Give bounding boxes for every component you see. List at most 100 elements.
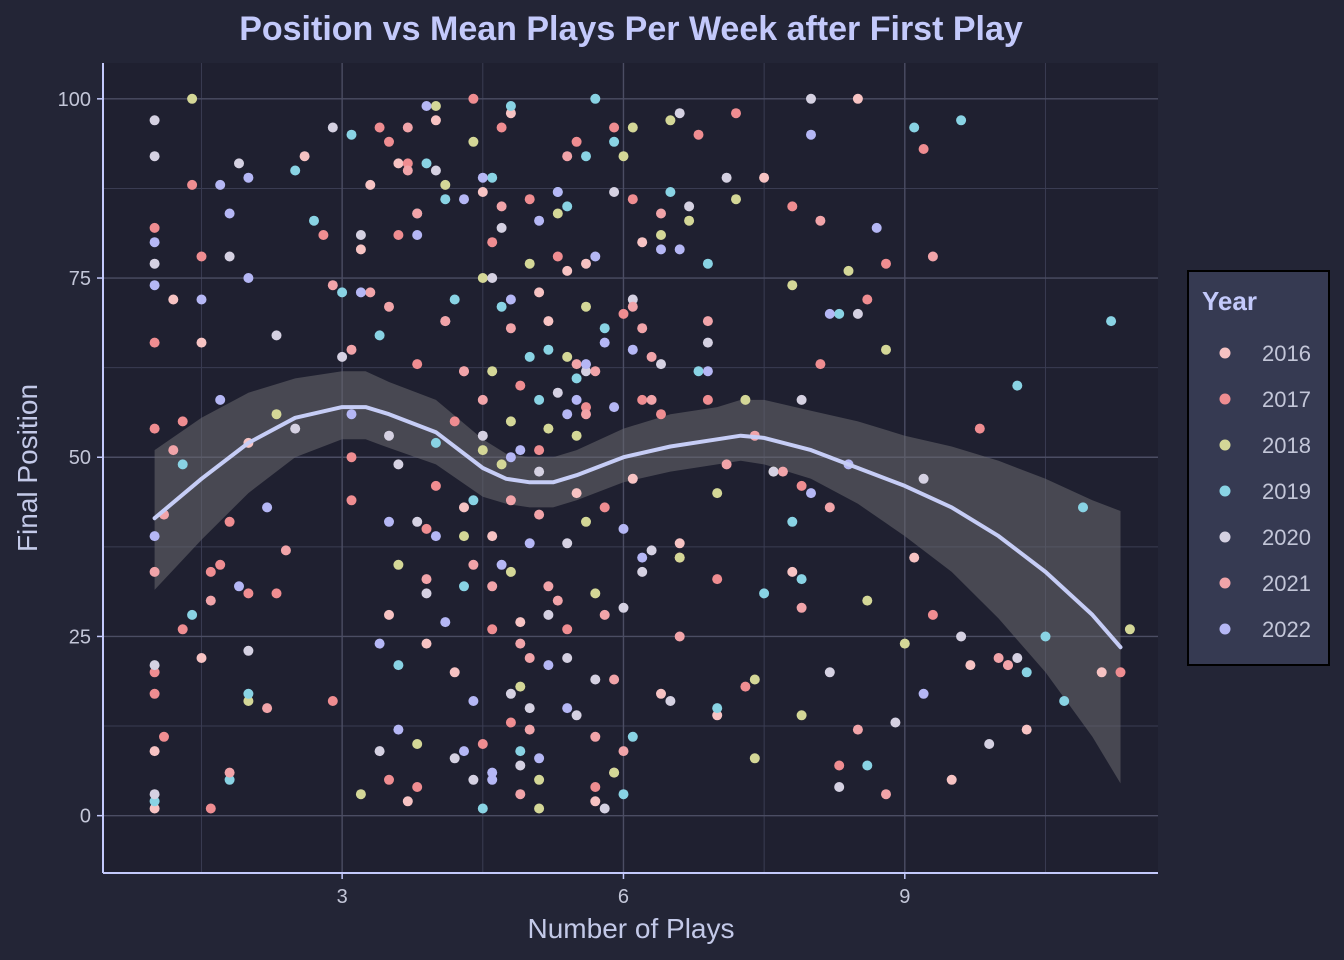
point-2022	[571, 394, 582, 405]
point-2021	[505, 323, 516, 334]
point-2018	[487, 366, 498, 377]
point-2019	[759, 588, 770, 599]
point-2018	[749, 753, 760, 764]
point-2019	[956, 115, 967, 126]
legend-label-2022: 2022	[1262, 617, 1311, 642]
legend-label-2019: 2019	[1262, 479, 1311, 504]
point-2017	[515, 380, 526, 391]
point-2016	[168, 294, 179, 305]
point-2022	[234, 581, 244, 592]
legend-items: 2016 2017 2018 2019 2020 2021 2022	[1219, 341, 1311, 642]
point-2016	[909, 552, 920, 563]
point-2017	[637, 394, 648, 405]
point-2019	[543, 344, 554, 355]
point-2022	[149, 237, 160, 248]
point-2019	[618, 789, 629, 800]
point-2017	[552, 251, 563, 262]
point-2019	[562, 201, 573, 212]
point-2022	[552, 187, 563, 197]
point-2020	[918, 473, 929, 484]
point-2018	[393, 559, 404, 570]
y-axis-label: Final Position	[12, 384, 43, 552]
point-2021	[149, 566, 160, 577]
point-2021	[852, 724, 863, 735]
point-2022	[581, 359, 591, 370]
point-2021	[646, 394, 657, 405]
point-2020	[327, 122, 338, 133]
point-2020	[1012, 653, 1023, 663]
legend-key-2020	[1219, 531, 1231, 543]
point-2016	[299, 151, 310, 162]
point-2017	[149, 222, 160, 233]
point-2022	[637, 552, 648, 563]
point-2017	[487, 237, 498, 248]
point-2020	[684, 201, 695, 212]
point-2018	[899, 638, 910, 649]
point-2021	[646, 351, 657, 362]
point-2016	[581, 258, 591, 269]
point-2016	[149, 803, 160, 814]
point-2018	[496, 459, 507, 470]
point-2022	[243, 273, 254, 283]
point-2016	[787, 566, 798, 577]
point-2019	[430, 437, 441, 448]
point-2017	[449, 416, 460, 427]
point-2017	[412, 782, 423, 792]
point-2017	[187, 179, 198, 190]
point-2018	[515, 681, 526, 692]
point-2022	[393, 724, 404, 735]
point-2020	[599, 803, 610, 814]
point-2020	[271, 330, 282, 341]
point-2021	[627, 301, 638, 312]
point-2017	[224, 516, 235, 527]
point-2022	[806, 129, 816, 140]
point-2022	[918, 688, 929, 699]
y-tick-label: 50	[69, 447, 91, 469]
point-2019	[337, 287, 348, 298]
point-2019	[609, 136, 620, 147]
point-2020	[534, 466, 545, 477]
point-2016	[852, 93, 863, 104]
point-2016	[459, 502, 469, 513]
point-2021	[927, 251, 938, 262]
point-2017	[318, 230, 329, 240]
point-2020	[393, 459, 404, 470]
point-2022	[355, 287, 366, 298]
point-2021	[205, 595, 216, 606]
smooth-line	[152, 405, 1123, 650]
point-2017	[787, 201, 798, 212]
point-2019	[477, 803, 488, 814]
point-2022	[440, 617, 451, 628]
point-2016	[534, 287, 545, 298]
point-2022	[224, 208, 235, 219]
legend-label-2017: 2017	[1262, 387, 1311, 412]
scatter-points	[149, 93, 1135, 814]
point-2022	[196, 294, 207, 305]
point-2020	[562, 538, 573, 549]
point-2017	[881, 258, 891, 269]
point-2017	[496, 122, 507, 133]
point-2019	[309, 215, 319, 226]
point-2020	[149, 115, 160, 126]
point-2018	[731, 194, 741, 205]
point-2020	[890, 717, 901, 728]
y-tick-label: 75	[69, 268, 91, 290]
point-2019	[665, 187, 676, 197]
point-2018	[665, 115, 676, 126]
point-2018	[674, 552, 685, 563]
point-2016	[590, 796, 601, 807]
point-2019	[468, 495, 479, 506]
point-2016	[487, 531, 498, 542]
point-2016	[384, 609, 394, 620]
point-2019	[243, 688, 254, 699]
y-tick-label: 100	[58, 89, 91, 111]
point-2018	[543, 423, 554, 434]
point-2020	[571, 710, 582, 721]
point-2017	[412, 359, 423, 370]
point-2019	[862, 760, 873, 771]
point-2022	[656, 244, 666, 255]
point-2022	[618, 523, 629, 534]
point-2017	[196, 251, 207, 262]
point-2022	[599, 337, 610, 348]
point-2019	[834, 308, 845, 319]
